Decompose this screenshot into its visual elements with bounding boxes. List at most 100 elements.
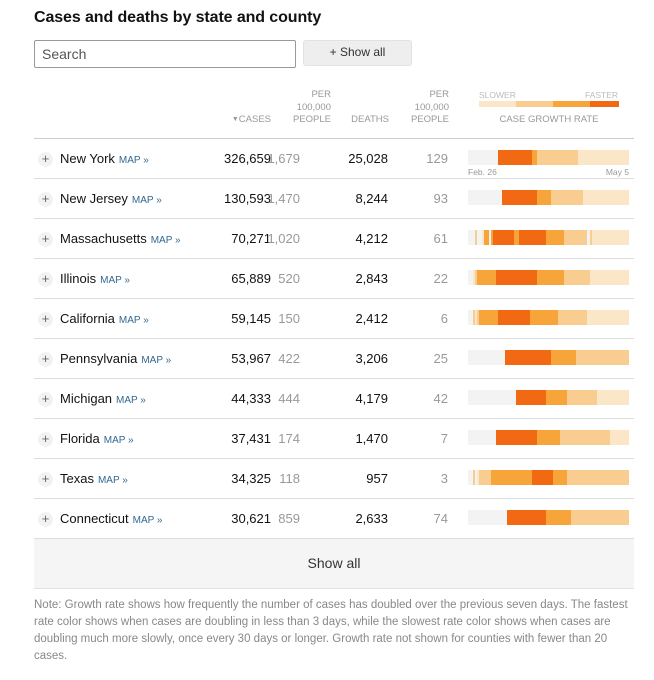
growth-rate-cell xyxy=(520,430,524,445)
growth-rate-cell xyxy=(493,310,496,325)
expand-row-icon[interactable]: + xyxy=(38,432,53,447)
growth-rate-cell xyxy=(589,470,593,485)
growth-rate-cell xyxy=(598,190,602,205)
growth-rate-cell xyxy=(605,390,609,405)
growth-rate-cell xyxy=(488,430,491,445)
growth-rate-cell xyxy=(564,190,567,205)
growth-rate-cell xyxy=(626,270,629,285)
growth-rate-cell xyxy=(619,430,622,445)
growth-rate-cell xyxy=(532,310,535,325)
growth-rate-cell xyxy=(562,310,565,325)
growth-rate-cell xyxy=(490,190,494,205)
header-divider xyxy=(34,138,634,139)
growth-rate-cell xyxy=(601,430,604,445)
deaths-value: 8,244 xyxy=(355,191,388,206)
growth-rate-cell xyxy=(585,350,588,365)
growth-rate-cell xyxy=(559,470,563,485)
deaths-header[interactable]: DEATHS xyxy=(351,114,389,125)
growth-rate-cell xyxy=(472,190,475,205)
growth-rate-cell xyxy=(527,510,531,525)
show-all-bottom-button[interactable]: Show all xyxy=(34,539,634,589)
expand-row-icon[interactable]: + xyxy=(38,312,53,327)
growth-rate-cell xyxy=(530,430,533,445)
growth-rate-cell xyxy=(518,230,521,245)
deaths-per-capita-value: 61 xyxy=(433,231,448,246)
growth-rate-cell xyxy=(608,270,611,285)
growth-rate-cell xyxy=(493,270,496,285)
growth-rate-cell xyxy=(479,430,482,445)
expand-row-icon[interactable]: + xyxy=(38,192,53,207)
expand-row-icon[interactable]: + xyxy=(38,232,53,247)
growth-rate-cell xyxy=(569,150,572,165)
expand-row-icon[interactable]: + xyxy=(38,272,53,287)
cases-per-capita-header[interactable]: PER 100,000 PEOPLE xyxy=(293,89,331,127)
table-row[interactable]: + Pennsylvania MAP » 53,967 422 3,206 25 xyxy=(34,339,634,379)
expand-row-icon[interactable]: + xyxy=(38,512,53,527)
growth-rate-cell xyxy=(495,190,498,205)
growth-rate-cell xyxy=(527,270,531,285)
table-row[interactable]: + Texas MAP » 34,325 118 957 3 xyxy=(34,459,634,499)
expand-row-icon[interactable]: + xyxy=(38,352,53,367)
map-link[interactable]: MAP » xyxy=(150,235,181,246)
growth-rate-cell xyxy=(605,510,609,525)
cases-per-capita-value: 118 xyxy=(279,471,300,486)
map-link[interactable]: MAP » xyxy=(100,275,130,286)
map-link[interactable]: MAP » xyxy=(132,515,163,526)
growth-rate-cell xyxy=(472,230,475,245)
state-name: Michigan MAP » xyxy=(60,391,146,406)
state-name: Texas MAP » xyxy=(60,471,128,486)
growth-rate-cell xyxy=(589,510,593,525)
growth-rate-cell xyxy=(481,510,485,525)
map-link[interactable]: MAP » xyxy=(118,155,149,166)
growth-rate-cell xyxy=(601,510,604,525)
cases-value: 130,593 xyxy=(224,191,271,206)
map-link[interactable]: MAP » xyxy=(131,195,162,206)
table-row[interactable]: + Michigan MAP » 44,333 444 4,179 42 xyxy=(34,379,634,419)
growth-rate-cell xyxy=(541,150,544,165)
map-link[interactable]: MAP » xyxy=(141,355,172,366)
growth-rate-cell xyxy=(490,390,494,405)
growth-rate-cell xyxy=(550,190,553,205)
table-row[interactable]: + New York MAP » 326,659 1,679 25,028 129 xyxy=(34,139,634,179)
growth-rate-cell xyxy=(559,230,563,245)
table-row[interactable]: + California MAP » 59,145 150 2,412 6 xyxy=(34,299,634,339)
growth-rate-cell xyxy=(589,430,593,445)
table-row[interactable]: + Massachusetts MAP » 70,271 1,020 4,212 61 xyxy=(34,219,634,259)
row-divider xyxy=(34,218,634,219)
map-link[interactable]: MAP » xyxy=(103,435,134,446)
expand-row-icon[interactable]: + xyxy=(38,152,53,167)
table-row[interactable]: + Connecticut MAP » 30,621 859 2,633 74 xyxy=(34,499,634,539)
growth-rate-cell xyxy=(541,430,544,445)
growth-rate-cell xyxy=(624,270,627,285)
growth-rate-cell xyxy=(534,430,537,445)
growth-rate-cell xyxy=(481,350,485,365)
growth-rate-cell xyxy=(559,350,563,365)
table-row[interactable]: + Illinois MAP » 65,889 520 2,843 22 xyxy=(34,259,634,299)
show-all-top-button[interactable]: + Show all xyxy=(303,40,412,66)
expand-row-icon[interactable]: + xyxy=(38,472,53,487)
state-name: Massachusetts MAP » xyxy=(60,231,181,246)
growth-rate-cell xyxy=(543,510,547,525)
row-divider xyxy=(34,298,634,299)
growth-rate-cell xyxy=(502,310,505,325)
table-row[interactable]: + Florida MAP » 37,431 174 1,470 7 xyxy=(34,419,634,459)
growth-rate-cell xyxy=(481,150,485,165)
expand-row-icon[interactable]: + xyxy=(38,392,53,407)
growth-rate-sparkline xyxy=(468,270,629,285)
table-row[interactable]: + New Jersey MAP » 130,593 1,470 8,244 93 xyxy=(34,179,634,219)
growth-rate-cell xyxy=(619,230,622,245)
map-link[interactable]: MAP » xyxy=(97,475,128,486)
deaths-per-capita-header[interactable]: PER 100,000 PEOPLE xyxy=(411,89,449,127)
state-name-text: Michigan xyxy=(60,391,113,406)
growth-rate-cell xyxy=(615,190,618,205)
search-input[interactable] xyxy=(34,40,296,68)
map-link[interactable]: MAP » xyxy=(116,395,146,406)
growth-rate-cell xyxy=(511,390,514,405)
row-divider xyxy=(34,378,634,379)
growth-rate-cell xyxy=(610,190,613,205)
cases-header[interactable]: ▼CASES xyxy=(232,114,271,127)
growth-rate-cell xyxy=(484,230,487,245)
map-link[interactable]: MAP » xyxy=(118,315,149,326)
growth-rate-cell xyxy=(608,230,611,245)
growth-rate-cell xyxy=(617,230,620,245)
